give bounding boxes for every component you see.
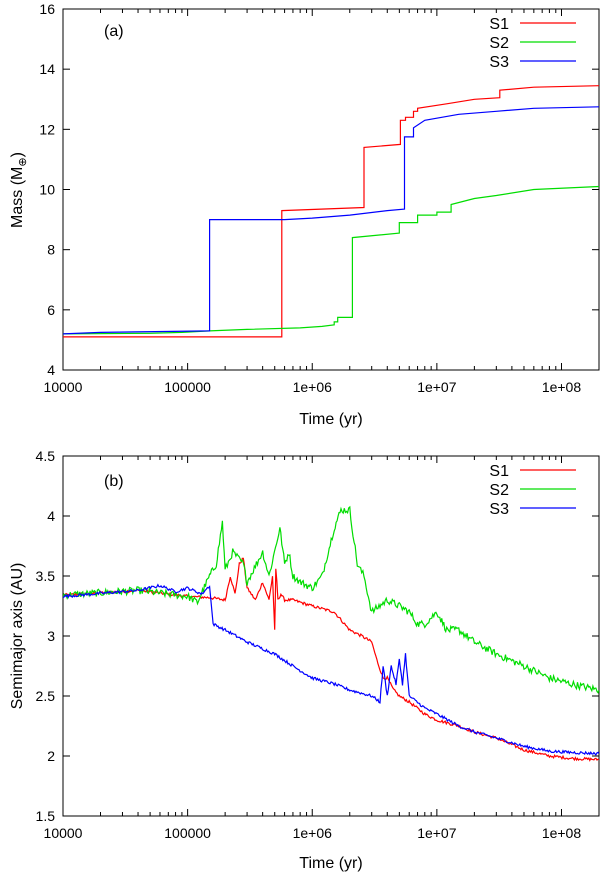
- x-tick-label: 1e+08: [542, 825, 582, 841]
- y-tick-label: 4: [47, 362, 55, 378]
- x-tick-label: 1e+07: [417, 379, 457, 395]
- panel-label-a: (a): [104, 23, 124, 40]
- y-tick-label: 1.5: [36, 808, 56, 824]
- legend-label-s2: S2: [489, 35, 509, 52]
- y-tick-label: 4: [47, 508, 55, 524]
- series-line-s3-mass: [63, 106, 599, 335]
- semimajor-axis-chart: (b) Time (yr) Semimajor axis (AU) 1.5 2 2.…: [9, 448, 600, 872]
- x-axis-label-semimajor: Time (yr): [299, 855, 362, 872]
- y-tick-label: 2: [47, 748, 55, 764]
- x-tick-label: 100000: [164, 379, 211, 395]
- y-tick-label: 2.5: [36, 688, 56, 704]
- y-tick-label: 14: [39, 61, 55, 77]
- series-line-s1-mass: [63, 85, 599, 338]
- series-line-s3-semimajor: [63, 583, 599, 756]
- legend-label-s2: S2: [489, 482, 509, 499]
- legend-label-s3: S3: [489, 54, 509, 71]
- plot-frame-mass: [62, 8, 600, 371]
- series-line-s2-mass: [63, 185, 599, 335]
- y-tick-label: 4.5: [36, 448, 56, 464]
- y-tick-label: 6: [47, 302, 55, 318]
- x-tick-label: 10000: [44, 379, 83, 395]
- x-tick-label: 10000: [44, 825, 83, 841]
- y-tick-label: 10: [39, 182, 55, 198]
- y-tick-label: 3.5: [36, 568, 56, 584]
- y-tick-label: 16: [39, 1, 55, 17]
- legend-label-s3: S3: [489, 501, 509, 518]
- y-tick-label: 8: [47, 242, 55, 258]
- x-tick-label: 1e+06: [293, 379, 333, 395]
- x-tick-label: 100000: [164, 825, 211, 841]
- y-tick-label: 3: [47, 628, 55, 644]
- plot-frame-semimajor: [62, 455, 600, 817]
- x-tick-label: 1e+07: [417, 825, 457, 841]
- x-axis-label-mass: Time (yr): [299, 411, 362, 428]
- y-axis-label-semimajor: Semimajor axis (AU): [9, 563, 26, 710]
- x-tick-label: 1e+08: [542, 379, 582, 395]
- legend-label-s1: S1: [489, 16, 509, 33]
- mass-chart: (a) Time (yr) Mass (M⊕) 4 6 8 10 12 14 16 10000…: [9, 1, 600, 428]
- y-axis-label-mass: Mass (M⊕): [9, 152, 29, 228]
- legend-label-s1: S1: [489, 463, 509, 480]
- panel-label-b: (b): [104, 473, 124, 490]
- y-tick-label: 12: [39, 121, 55, 137]
- x-tick-label: 1e+06: [293, 825, 333, 841]
- series-line-s2-semimajor: [63, 505, 599, 694]
